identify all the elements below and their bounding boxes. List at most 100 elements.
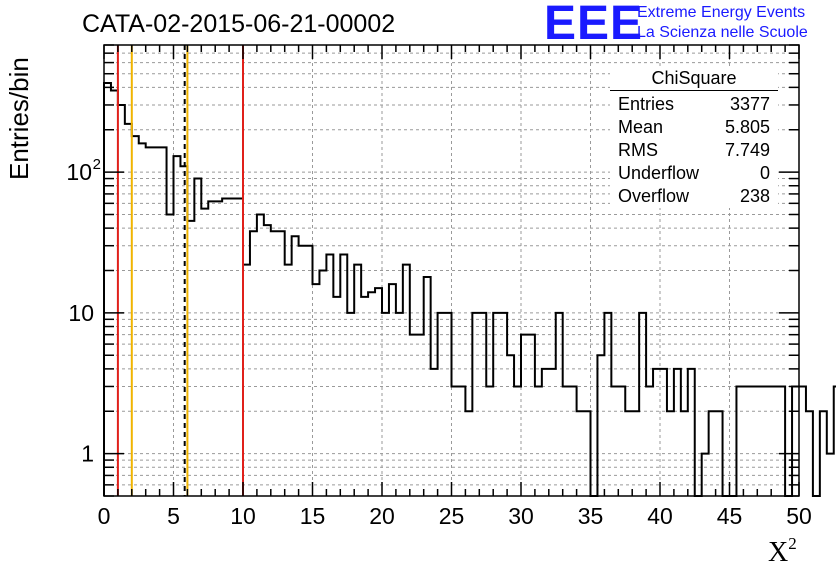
- histogram-bin: [625, 411, 632, 496]
- histogram-bin: [549, 369, 556, 496]
- histogram-bin: [771, 386, 778, 496]
- histogram-bin: [146, 147, 153, 496]
- histogram-bin: [618, 386, 625, 496]
- histogram-bin: [702, 454, 709, 496]
- histogram-bin: [361, 297, 368, 496]
- x-axis-label-sup: 2: [788, 534, 797, 553]
- histogram-bin: [743, 386, 750, 496]
- histogram-bin: [326, 254, 333, 496]
- histogram-bin: [465, 411, 472, 496]
- histogram-bin: [764, 386, 771, 496]
- histogram-bin: [257, 214, 264, 496]
- histogram-bin: [452, 386, 459, 496]
- histogram-bin: [472, 313, 479, 496]
- histogram-bin: [750, 386, 757, 496]
- histogram-bin: [674, 369, 681, 496]
- histogram-bin: [577, 411, 584, 496]
- stats-label: Mean: [618, 117, 664, 137]
- histogram-bin: [646, 386, 653, 496]
- histogram-bin: [757, 386, 764, 496]
- histogram-bin: [479, 313, 486, 496]
- x-tick-label: 35: [578, 503, 604, 529]
- histogram-bin: [799, 386, 806, 496]
- y-tick-label: 1: [81, 441, 94, 467]
- y-tick-label: 10: [68, 300, 94, 326]
- histogram-bin: [667, 411, 674, 496]
- histogram-outline: [103, 81, 836, 497]
- y-tick-label-exponent: 2: [93, 156, 101, 173]
- histogram-bin: [153, 147, 160, 496]
- stats-label: Overflow: [618, 186, 690, 206]
- histogram-bin: [597, 355, 604, 496]
- x-tick-label: 40: [647, 503, 673, 529]
- x-tick-label: 10: [230, 503, 256, 529]
- histogram-bin: [236, 198, 243, 496]
- histogram-bin: [215, 201, 222, 496]
- eee-logo: EEE: [544, 0, 644, 50]
- histogram-bin: [458, 386, 465, 496]
- histogram-bin: [403, 265, 410, 496]
- logo-subtitle-line1: Extreme Energy Events: [637, 4, 806, 21]
- y-tick-label: 10: [66, 159, 92, 185]
- histogram-bin: [424, 277, 431, 496]
- histogram-bin: [535, 386, 542, 496]
- histogram-bin: [180, 166, 187, 496]
- histogram-bin: [187, 221, 194, 496]
- histogram-bin: [306, 246, 313, 496]
- histogram-bin: [653, 369, 660, 496]
- histogram-bin: [111, 91, 118, 496]
- marker-lines-layer: [116, 45, 244, 496]
- histogram-bin: [333, 297, 340, 496]
- histogram-bin: [201, 209, 208, 496]
- histogram-bin: [563, 386, 570, 496]
- chart-title: CATA-02-2015-06-21-00002: [82, 10, 396, 38]
- histogram-bin: [792, 386, 799, 496]
- histogram-bin: [632, 411, 639, 496]
- histogram-bin: [778, 386, 785, 496]
- histogram-bin: [410, 335, 417, 496]
- histogram-bin: [243, 265, 250, 496]
- histogram-bin: [507, 355, 514, 496]
- x-tick-label: 45: [717, 503, 743, 529]
- histogram-bin: [347, 313, 354, 496]
- stats-label: RMS: [618, 140, 658, 160]
- histogram-bin: [194, 179, 201, 496]
- histogram-bin: [639, 313, 646, 496]
- x-tick-label: 0: [98, 503, 111, 529]
- histogram-bin: [368, 292, 375, 496]
- stats-label: Underflow: [618, 163, 700, 183]
- histogram-bin: [139, 143, 146, 496]
- stats-row-mean: Mean 5.805: [610, 116, 778, 139]
- histogram-bin: [542, 369, 549, 496]
- stats-title: ChiSquare: [610, 68, 778, 91]
- histogram-bin: [660, 369, 667, 496]
- histogram-bin: [611, 386, 618, 496]
- histogram-bin: [299, 246, 306, 496]
- stats-row-underflow: Underflow 0: [610, 162, 778, 185]
- histogram-bin: [118, 105, 125, 496]
- histogram-bin: [806, 411, 813, 496]
- stats-label: Entries: [618, 94, 675, 114]
- histogram-bin: [229, 198, 236, 496]
- histogram-bin: [604, 313, 611, 496]
- histogram-bin: [445, 313, 452, 496]
- stats-value: 7.749: [724, 140, 770, 160]
- y-axis-label: Entries/bin: [4, 57, 34, 180]
- histogram-bin: [438, 313, 445, 496]
- histogram-bin: [167, 214, 174, 496]
- x-axis-label: X2: [768, 534, 797, 569]
- stats-row-overflow: Overflow 238: [610, 185, 778, 208]
- histogram-bin: [827, 454, 834, 496]
- histogram-bin: [264, 225, 271, 496]
- stats-value: 0: [759, 163, 770, 183]
- histogram-bin: [104, 83, 111, 496]
- histogram-bin: [688, 369, 695, 496]
- histogram-bin: [285, 265, 292, 496]
- x-axis-label-base: X: [768, 537, 789, 568]
- x-tick-label: 5: [167, 503, 180, 529]
- stats-box: ChiSquare Entries 3377 Mean 5.805 RMS 7.…: [610, 68, 778, 208]
- histogram-bin: [389, 284, 396, 496]
- x-tick-label: 20: [369, 503, 395, 529]
